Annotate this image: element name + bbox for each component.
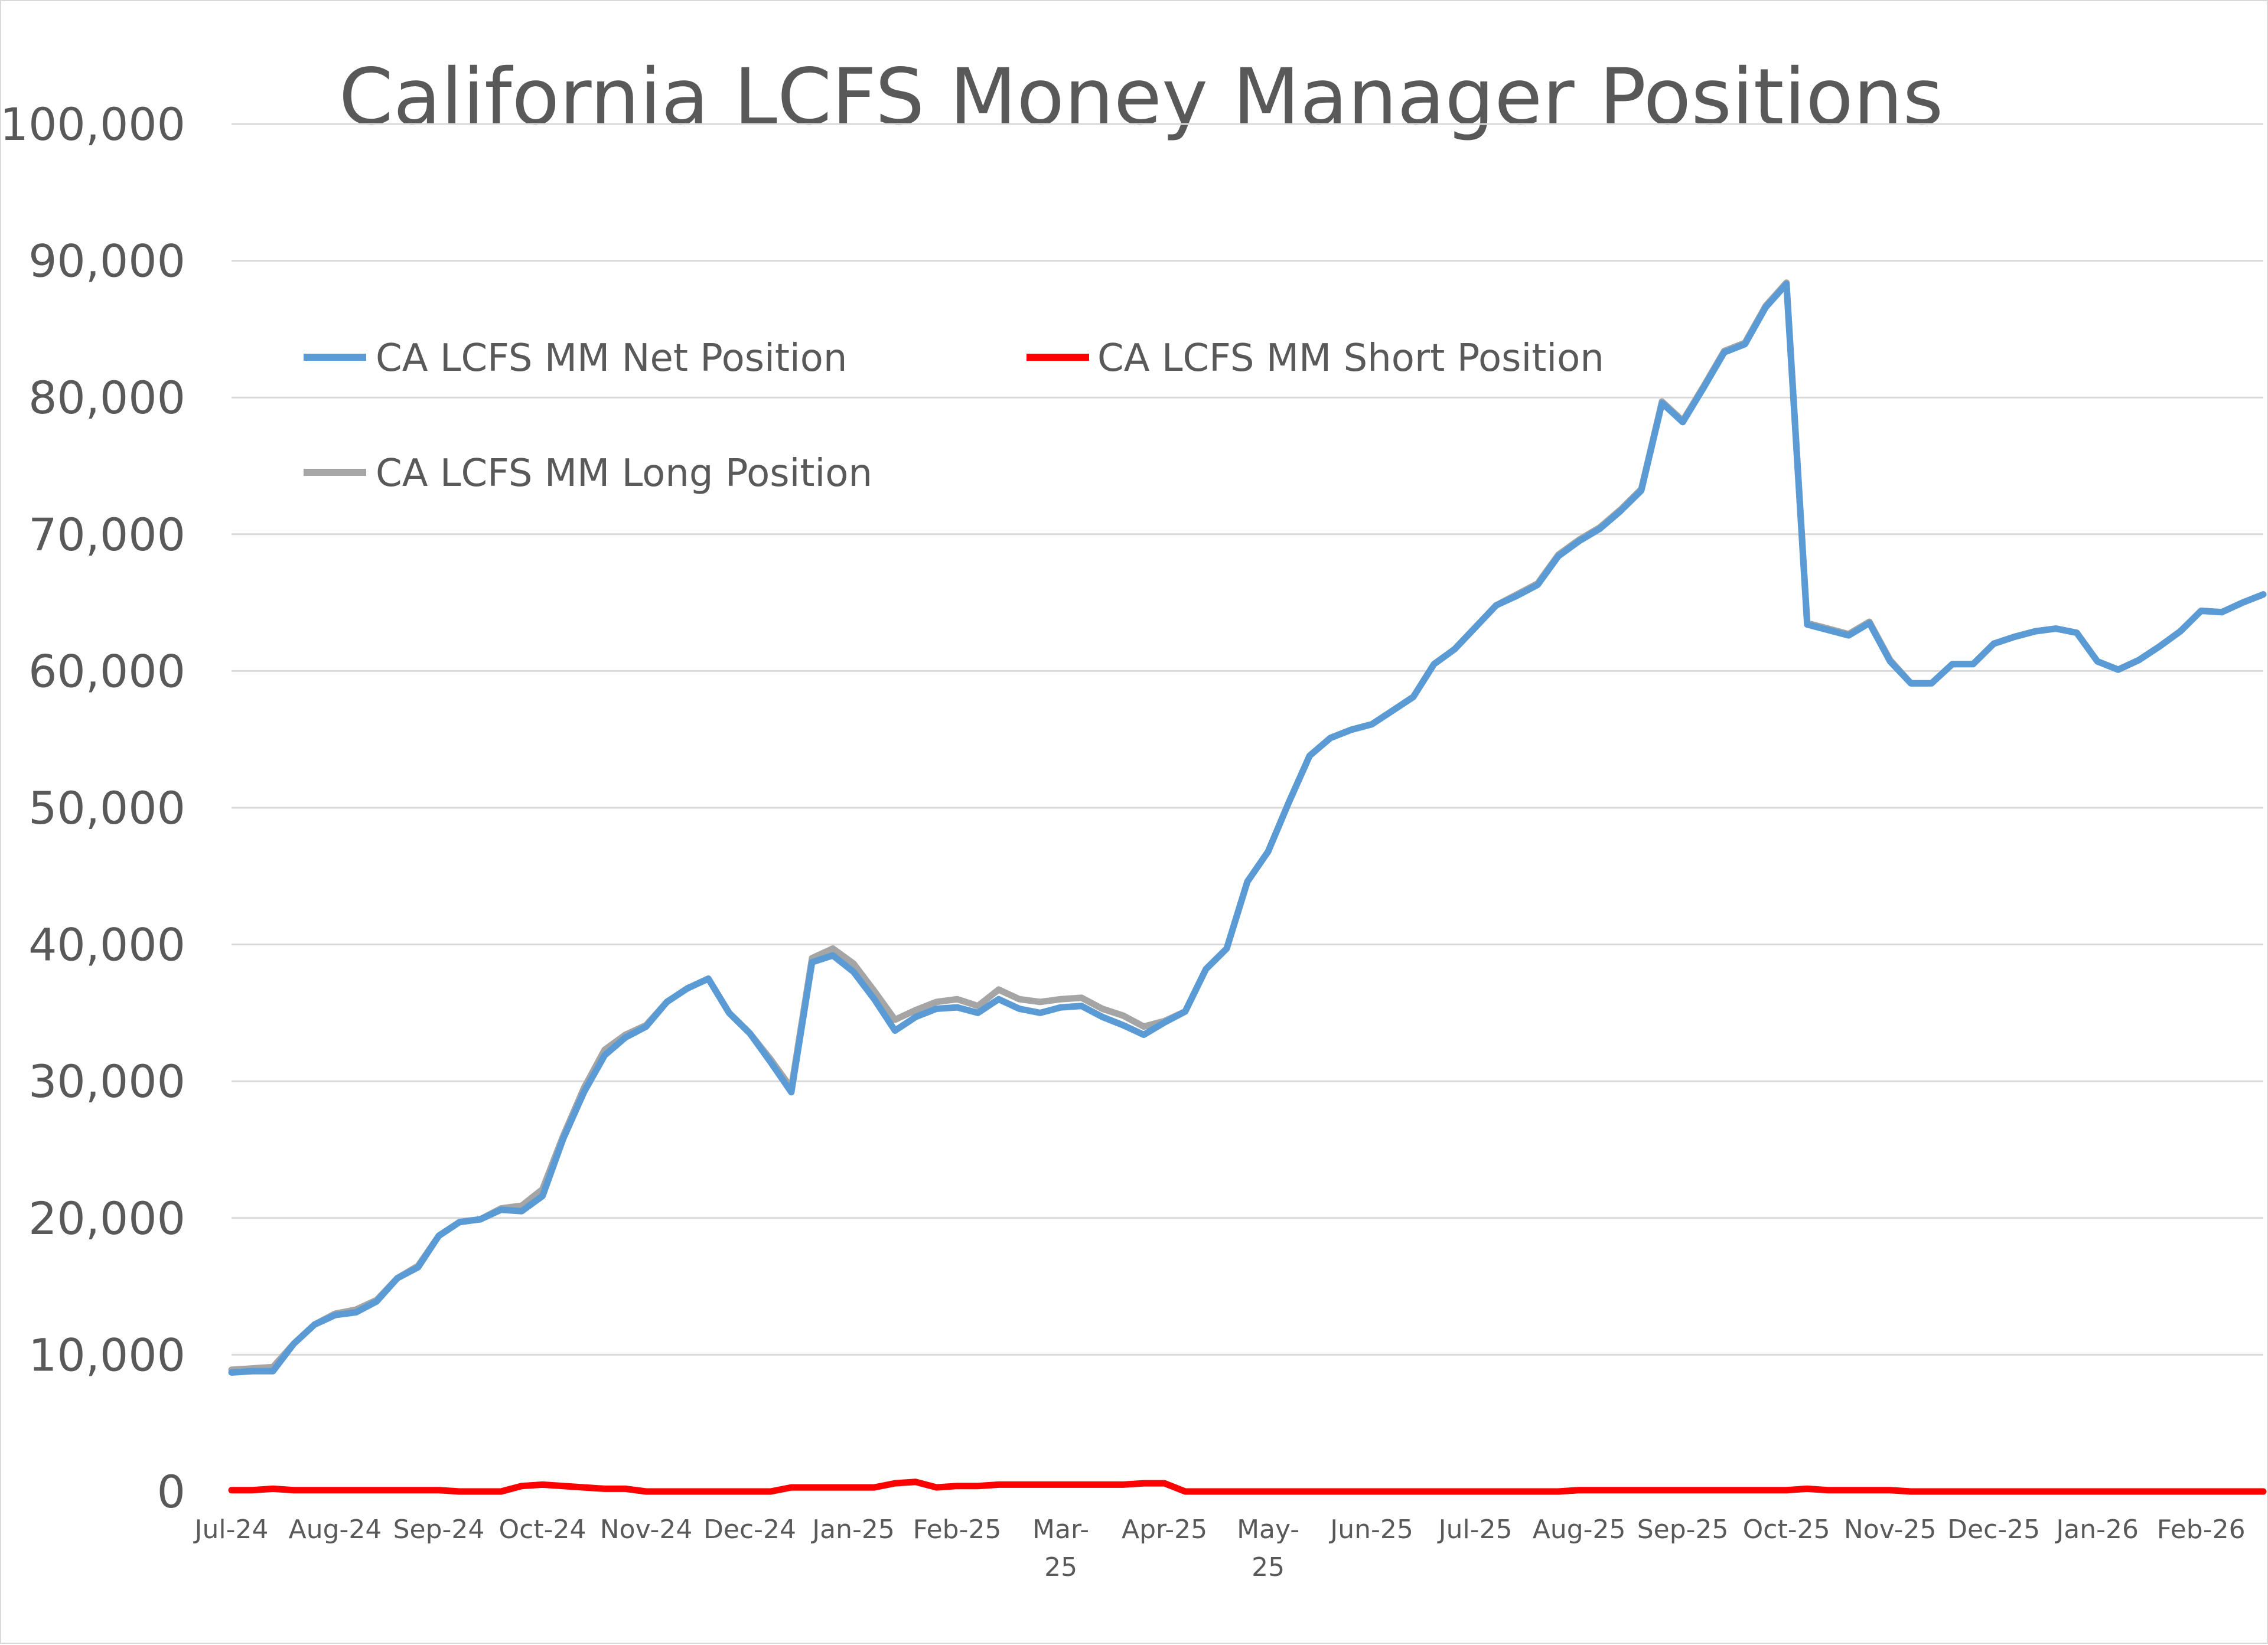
x-tick-label: Oct-25 [1743,1515,1830,1545]
y-tick-label: 40,000 [28,919,185,971]
y-tick-label: 90,000 [28,235,185,288]
y-tick-label: 0 [157,1466,185,1518]
x-axis-tick-labels: Jul-24 Aug-24 Sep-24 Oct-24 Nov-24 Dec-24 Jan-… [193,1515,2246,1582]
y-tick-label: 80,000 [28,371,185,424]
chart-title: California LCFS Money Manager Positions [339,52,1944,143]
y-tick-label: 10,000 [28,1329,185,1381]
x-tick-label: Jun-25 [1328,1515,1413,1545]
x-tick-label: Nov-25 [1844,1515,1937,1545]
x-tick-label: Oct-24 [499,1515,586,1545]
x-tick-label: Jan-26 [2054,1515,2139,1545]
y-tick-label: 20,000 [28,1192,185,1245]
legend-label-long: CA LCFS MM Long Position [376,452,872,495]
y-tick-label: 70,000 [28,508,185,561]
x-tick-label: May-25 [1237,1515,1299,1582]
series-lines [228,279,2267,1495]
x-tick-label: Dec-25 [1947,1515,2040,1545]
x-tick-label: Sep-25 [1637,1515,1729,1545]
x-tick-label: Jul-24 [193,1515,269,1545]
series-line-ca-lcfs-mm-long-position [228,279,2267,1373]
x-tick-label: Aug-24 [289,1515,382,1545]
x-tick-label: Sep-24 [393,1515,485,1545]
y-tick-label: 60,000 [28,645,185,697]
x-tick-label: Jan-25 [810,1515,895,1545]
x-tick-label: Jul-25 [1437,1515,1513,1545]
gridlines [232,123,2263,1356]
x-tick-label: Feb-25 [913,1515,1002,1545]
y-axis-tick-labels: 0 10,000 20,000 30,000 40,000 50,000 60,000 70,… [1,98,185,1518]
x-tick-label: Nov-24 [600,1515,693,1545]
legend: CA LCFS MM Net Position CA LCFS MM Short… [304,337,1604,495]
legend-label-short: CA LCFS MM Short Position [1097,337,1604,380]
legend-label-net: CA LCFS MM Net Position [376,337,847,380]
x-tick-label: Aug-25 [1533,1515,1626,1545]
y-tick-label: 100,000 [1,98,185,151]
x-tick-label: Feb-26 [2157,1515,2246,1545]
x-tick-label: Mar-25 [1032,1515,1089,1582]
series-line-ca-lcfs-mm-net-position [228,280,2267,1376]
series-line-ca-lcfs-mm-short-position [228,1478,2267,1495]
y-tick-label: 30,000 [28,1055,185,1108]
x-tick-label: Dec-24 [703,1515,796,1545]
x-tick-label: Apr-25 [1122,1515,1207,1545]
y-tick-label: 50,000 [28,782,185,834]
